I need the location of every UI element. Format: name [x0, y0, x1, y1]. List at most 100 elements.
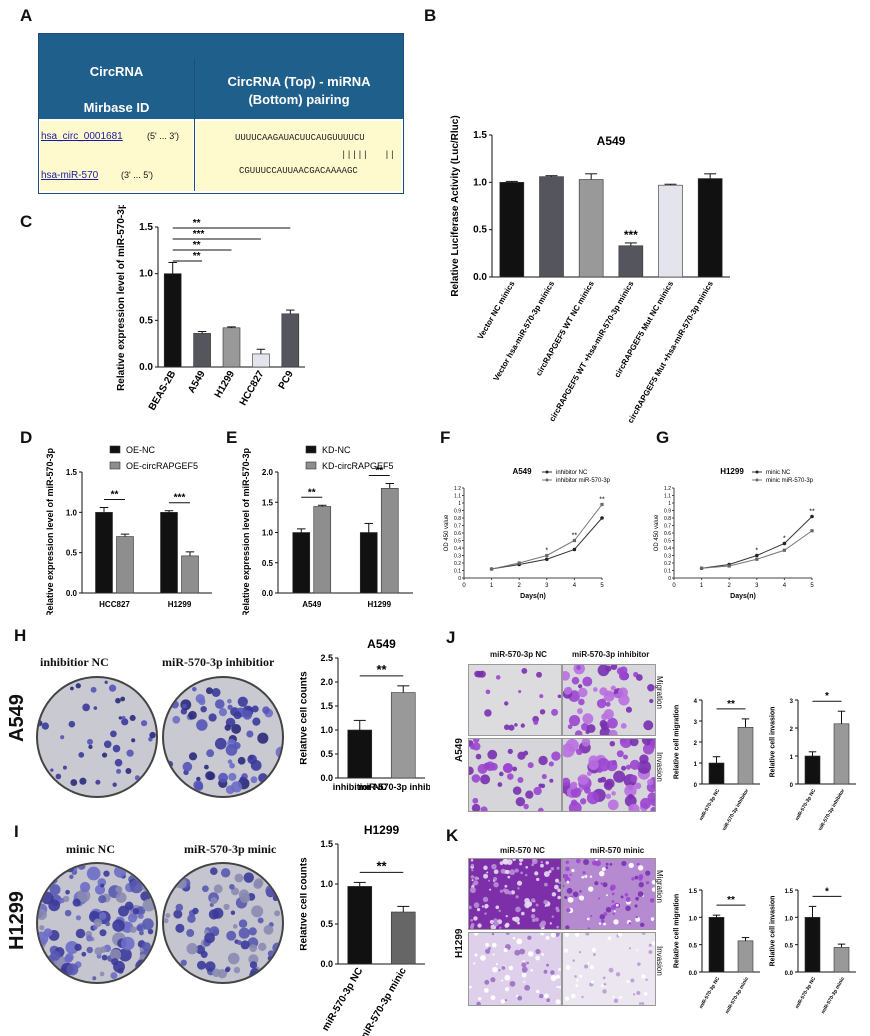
id-cell	[40, 121, 193, 191]
colony-dot	[620, 895, 624, 899]
y-tick-label: 1.0	[689, 916, 698, 922]
colony-dot	[267, 950, 275, 958]
legend-label: OE-circRAPGEF5	[126, 461, 198, 471]
colony-dot	[590, 914, 593, 917]
colony-dot	[110, 730, 117, 738]
colony-dot	[563, 948, 569, 953]
transwell-j-nc-invasion	[468, 738, 562, 812]
colony-dot	[488, 947, 491, 950]
y-tick-label: 1.2	[454, 486, 461, 492]
colony-dot	[110, 949, 122, 961]
colony-dot	[522, 960, 525, 963]
colony-dot	[503, 724, 510, 731]
colony-dot	[186, 929, 195, 938]
colony-dot	[237, 696, 248, 707]
x-tick-label: miR-570-3p minic	[358, 966, 409, 1036]
colony-dot	[613, 910, 616, 913]
colony-dot	[543, 871, 550, 877]
colony-dot	[587, 927, 591, 929]
colony-dot	[138, 913, 144, 919]
colony-dot	[555, 974, 561, 979]
colony-dot	[535, 903, 539, 907]
colony-dot	[86, 946, 93, 954]
colony-dot	[571, 676, 580, 685]
colony-dot	[262, 780, 270, 788]
circ-id-link[interactable]: hsa_circ_0001681	[41, 131, 123, 142]
colony-dot	[558, 881, 561, 884]
colony-dot	[115, 892, 127, 903]
colony-dot	[594, 860, 601, 867]
data-point-1	[700, 566, 704, 570]
significance: ***	[193, 229, 205, 240]
mir-id-link[interactable]: hsa-miR-570	[41, 170, 99, 181]
colony-dot	[567, 724, 573, 730]
colony-dot	[551, 915, 555, 918]
transwell-k-minic-invasion	[562, 932, 656, 1006]
colony-dot	[272, 895, 279, 902]
colony-dot	[103, 870, 110, 877]
colony-dot	[261, 977, 267, 982]
bar-0	[347, 886, 373, 965]
colony-dot	[87, 738, 93, 745]
colony-dot	[608, 967, 614, 973]
colony-dot	[507, 748, 513, 755]
colony-dot	[218, 772, 229, 783]
colony-dot	[549, 778, 554, 783]
colony-dot	[629, 739, 639, 747]
colony-dot	[486, 871, 489, 874]
colony-dot	[490, 995, 496, 1001]
bar-0-0	[292, 532, 311, 594]
colony-dot	[120, 936, 135, 951]
colony-dot	[649, 739, 655, 749]
x-tick-label: miR-570-3p NC	[698, 788, 721, 822]
x-tick-label: H1299	[213, 369, 237, 400]
bar-1	[737, 726, 754, 785]
colony-dot	[623, 754, 628, 760]
colony-dot	[213, 884, 223, 894]
colony-dot	[41, 891, 54, 905]
colony-dot	[471, 879, 474, 882]
colony-dot	[112, 744, 121, 753]
j-invasion-label: Invasion	[655, 752, 664, 782]
colony-dot	[606, 894, 609, 897]
colony-dot	[233, 966, 241, 974]
colony-dot	[142, 942, 151, 951]
colony-dot	[631, 877, 635, 881]
colony-dot	[594, 881, 599, 886]
colony-dot	[472, 742, 481, 751]
colony-dot	[523, 803, 529, 810]
colony-dot	[641, 933, 646, 935]
colony-dot	[556, 908, 560, 913]
colony-dot	[551, 708, 559, 716]
panel-label-h: H	[14, 626, 27, 645]
colony-dot	[504, 884, 508, 888]
colony-dot	[515, 895, 519, 899]
significance: **	[193, 218, 201, 229]
y-tick-label: 1	[668, 501, 671, 507]
colony-dot	[524, 873, 528, 877]
texture-layer	[563, 933, 655, 1005]
colony-dot	[60, 735, 65, 740]
colony-dot	[618, 671, 629, 681]
colony-dot	[142, 865, 150, 873]
colony-dot	[540, 783, 546, 789]
colony-dot	[628, 803, 640, 811]
bar-0	[708, 917, 725, 973]
transwell-k-minic-migration	[562, 858, 656, 930]
colony-dot	[564, 895, 568, 900]
y-tick-label: 1	[694, 762, 698, 768]
colony-dot	[188, 752, 198, 761]
x-tick-label: miR-570-3p inhibitior	[358, 782, 430, 792]
legend-label: KD-NC	[322, 445, 351, 455]
chart-j-invasion: 0 1 2 3 Relative cell invasion miR-570-3p NC m…	[769, 691, 856, 830]
colony-dot	[634, 904, 638, 908]
colony-dot	[131, 738, 136, 743]
colony-dot	[187, 914, 196, 923]
legend-marker	[755, 478, 759, 482]
data-point-1	[755, 557, 759, 561]
colony-dot	[506, 859, 513, 865]
colony-dot	[518, 859, 524, 863]
colony-dot	[253, 787, 259, 793]
colony-dot	[117, 967, 124, 974]
colony-dot	[607, 936, 612, 941]
